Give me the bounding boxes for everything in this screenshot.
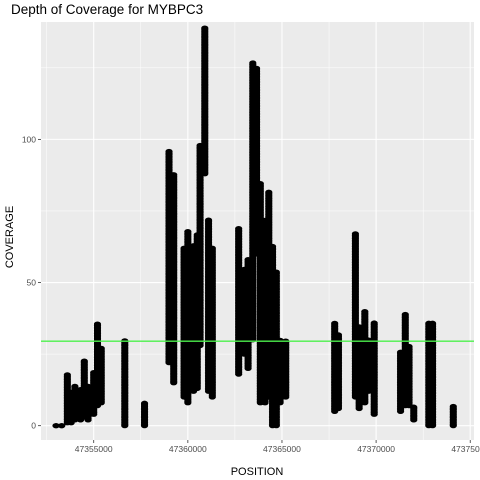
data-point [410,404,418,410]
x-tick-label: 47370000 [357,444,395,454]
data-point [71,383,79,389]
data-point [184,228,192,235]
data-point [252,65,261,71]
data-point [140,400,149,406]
chart-title: Depth of Coverage for MYBPC3 [11,2,204,17]
data-point [331,320,339,326]
data-points [52,25,457,429]
data-point [334,332,343,338]
data-point [58,423,66,429]
y-tick-label: 50 [27,278,37,288]
data-point [235,225,243,232]
data-point [93,321,102,327]
data-point [428,320,437,326]
x-tick-label: 47365000 [263,444,301,454]
x-tick-label: 47375000 [451,444,480,454]
data-point [249,60,257,66]
axis-ticks: 47355000 47360000 47365000 47370000 47375000… [22,134,480,454]
data-point [63,372,71,378]
data-point [265,189,273,195]
data-point [405,343,413,350]
x-tick-label: 47360000 [169,444,207,454]
data-point [170,172,178,178]
data-point [165,148,173,155]
data-point [80,358,88,364]
y-tick-label: 100 [22,134,36,144]
data-point [361,308,369,315]
y-tick-label: 0 [31,421,36,431]
data-point [351,231,359,237]
data-point [355,324,363,330]
y-axis-title: COVERAGE [4,206,16,268]
data-point [97,345,105,351]
x-tick-label: 47355000 [75,444,113,454]
data-point [401,311,409,318]
data-point [268,243,277,250]
data-point [272,269,280,275]
data-point [449,403,457,410]
data-point [84,383,92,389]
data-point [208,245,216,251]
x-axis-title: POSITION [231,466,284,478]
data-point [256,180,264,187]
data-point [370,320,378,326]
data-point [52,423,60,429]
data-point [204,217,213,223]
data-point [201,25,209,31]
